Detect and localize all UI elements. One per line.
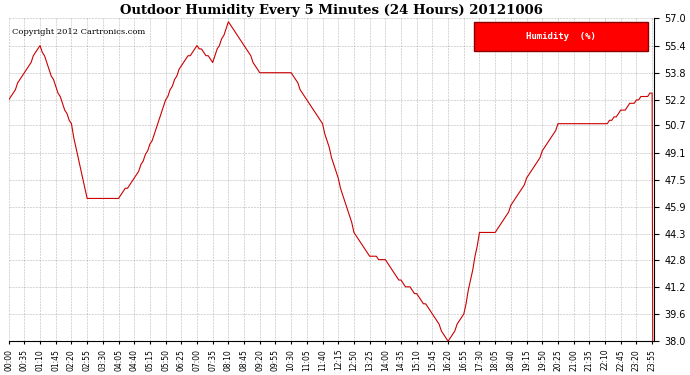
Title: Outdoor Humidity Every 5 Minutes (24 Hours) 20121006: Outdoor Humidity Every 5 Minutes (24 Hou… bbox=[120, 4, 543, 17]
Text: Humidity  (%): Humidity (%) bbox=[526, 32, 595, 40]
Text: Copyright 2012 Cartronics.com: Copyright 2012 Cartronics.com bbox=[12, 28, 145, 36]
FancyBboxPatch shape bbox=[473, 21, 648, 51]
